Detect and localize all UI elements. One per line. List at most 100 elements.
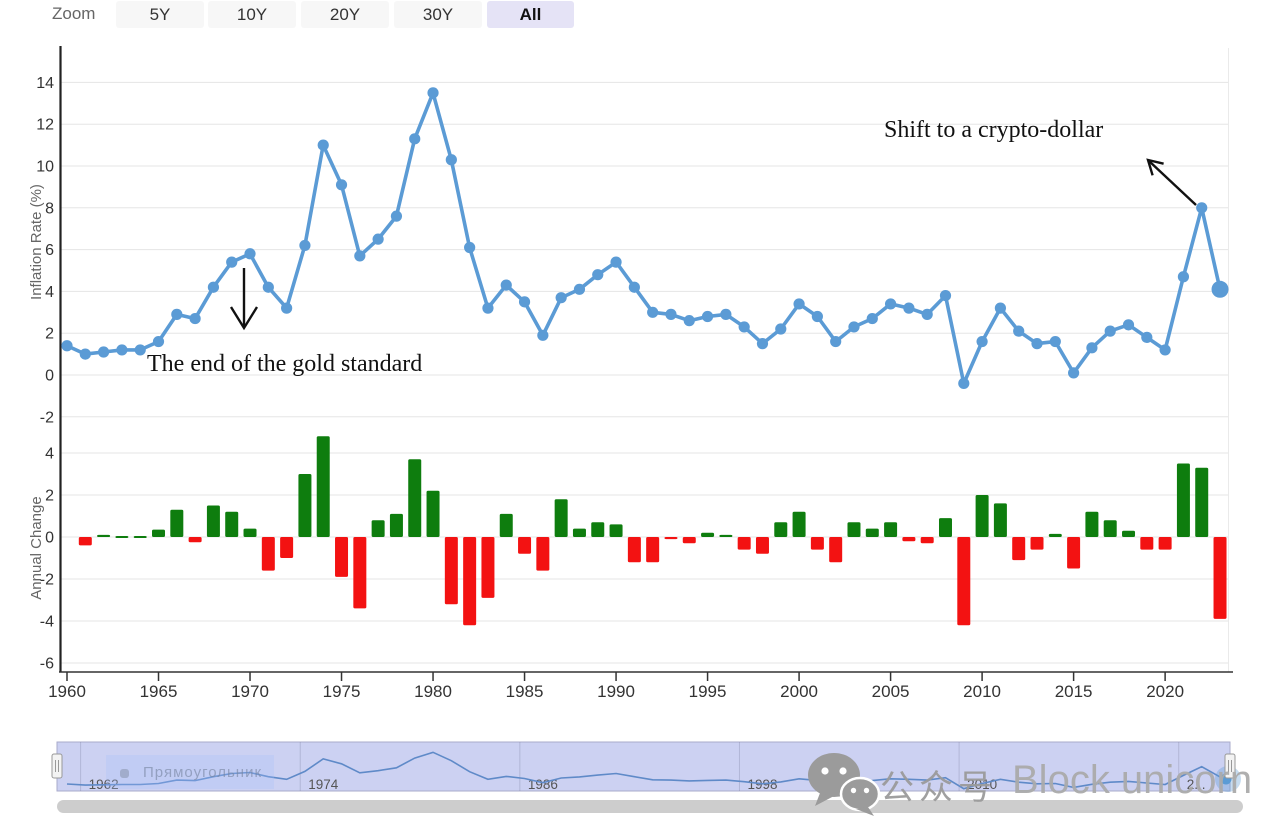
bar-1979	[408, 459, 422, 537]
point-1991	[628, 281, 640, 293]
point-2020	[1159, 344, 1171, 356]
point-2018	[1122, 319, 1135, 331]
point-1962	[98, 346, 110, 358]
bar-1999	[774, 522, 788, 537]
bar-1961	[78, 537, 92, 546]
zoom-selector-label: Zoom	[52, 4, 96, 23]
bar-1968	[206, 505, 220, 537]
point-1971	[262, 281, 274, 293]
annual-change-bars	[78, 436, 1227, 626]
y-tick-label: 2	[45, 326, 54, 343]
bar-2002	[829, 537, 843, 563]
point-1988	[573, 283, 586, 295]
point-1973	[299, 239, 311, 252]
navigator-handle-left[interactable]	[51, 753, 63, 779]
navigator[interactable]: 1962 1974 1986 1998 2010 2...	[51, 741, 1241, 792]
point-1963	[116, 344, 128, 356]
point-1966	[171, 308, 183, 320]
bar-1981	[444, 537, 458, 605]
navigator-label: 2...	[1187, 777, 1206, 792]
y-tick-label: 4	[45, 446, 54, 463]
bar-1991	[627, 537, 641, 563]
range-button-all[interactable]: All	[487, 1, 574, 28]
bar-1966	[170, 509, 184, 537]
bar-1989	[591, 522, 605, 537]
horizontal-scrollbar[interactable]	[57, 800, 1243, 813]
annotation-gold-standard: The end of the gold standard	[147, 351, 423, 377]
point-2017	[1104, 325, 1116, 337]
y-tick-label: -4	[40, 614, 54, 631]
x-tick-label: 1970	[231, 682, 269, 701]
y-axis-title-inflation: Inflation Rate (%)	[28, 184, 45, 300]
x-tick-label: 1995	[689, 682, 727, 701]
bar-1967	[188, 537, 202, 543]
navigator-label: 1974	[308, 777, 339, 792]
axes: 1960 1965 1970 1975 1980 1985 1990 1995 2000 2005…	[48, 46, 1233, 701]
x-tick-label: 2000	[780, 682, 818, 701]
bar-2011	[993, 503, 1007, 537]
bar-1995	[701, 532, 715, 537]
x-tick-label: 1990	[597, 682, 635, 701]
bar-2010	[975, 495, 989, 537]
bar-1965	[152, 529, 166, 537]
bar-1962	[97, 534, 111, 537]
bar-2022	[1195, 467, 1209, 537]
bar-2012	[1012, 537, 1026, 561]
bar-1996	[719, 534, 733, 537]
range-button-20y[interactable]: 20Y	[301, 1, 389, 28]
x-tick-label: 2005	[872, 682, 910, 701]
point-1979	[409, 133, 421, 145]
bar-1963	[115, 535, 129, 538]
bar-2018	[1122, 530, 1136, 537]
y-tick-label: -2	[40, 572, 54, 589]
point-1967	[189, 312, 201, 325]
y-axis-title-annual-change: Annual Change	[28, 496, 45, 600]
bar-2013	[1030, 537, 1044, 550]
range-button-10y[interactable]: 10Y	[208, 1, 296, 28]
point-2013	[1031, 338, 1043, 350]
bar-1992	[646, 537, 660, 563]
bar-1971	[261, 537, 275, 571]
point-1975	[335, 179, 348, 191]
point-1970	[244, 248, 256, 260]
point-1986	[537, 329, 549, 341]
point-2016	[1086, 342, 1098, 354]
point-1995	[701, 310, 714, 323]
y-tick-label: 14	[36, 75, 54, 92]
bar-2014	[1048, 533, 1062, 537]
point-1974	[317, 139, 329, 151]
bar-1986	[536, 537, 550, 571]
point-1987	[555, 292, 567, 304]
range-button-30y[interactable]: 30Y	[394, 1, 482, 28]
point-2005	[884, 298, 897, 310]
point-1972	[281, 302, 293, 314]
point-2003	[848, 321, 860, 333]
y-tick-label: 6	[45, 242, 54, 259]
bar-1985	[518, 537, 532, 554]
point-2010	[976, 335, 988, 348]
bar-2019	[1140, 537, 1154, 550]
point-1990	[610, 256, 622, 268]
range-button-5y[interactable]: 5Y	[116, 1, 204, 28]
bar-1983	[481, 537, 495, 598]
point-1976	[354, 250, 366, 262]
navigator-label: 2010	[967, 777, 997, 792]
x-tick-label: 2020	[1146, 682, 1184, 701]
point-2007	[921, 308, 933, 320]
bar-1997	[737, 537, 751, 550]
y-tick-label: 10	[36, 159, 54, 176]
y-tick-label: 8	[45, 200, 54, 217]
bar-2005	[884, 522, 898, 537]
point-2012	[1013, 325, 1025, 337]
navigator-handle-right[interactable]	[1224, 753, 1236, 779]
bar-1980	[426, 490, 440, 537]
x-tick-label: 1980	[414, 682, 452, 701]
point-1992	[647, 306, 659, 318]
bar-1977	[371, 520, 385, 537]
bar-1964	[133, 535, 147, 538]
bar-1970	[243, 528, 257, 537]
point-2019	[1141, 331, 1153, 343]
point-1978	[390, 210, 403, 222]
